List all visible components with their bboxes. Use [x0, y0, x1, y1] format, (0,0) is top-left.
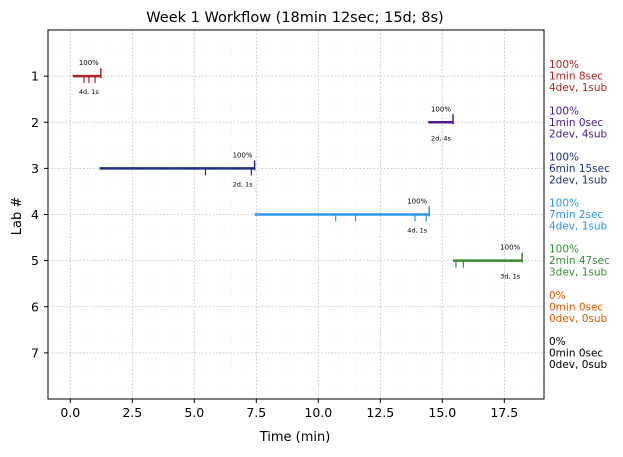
lab-1-summary-line: 4dev, 1sub: [549, 82, 608, 94]
y-tick-label: 6: [31, 299, 39, 314]
lab-5-summary-line: 100%: [549, 244, 579, 256]
y-tick-label: 1: [31, 69, 39, 84]
y-tick-label: 2: [31, 115, 39, 130]
lab-5-summary-line: 2min 47sec: [549, 255, 610, 267]
lab-2-summary-line: 100%: [549, 105, 579, 117]
lab-4-count-label: 4d, 1s: [407, 227, 428, 235]
x-tick-label: 17.5: [490, 405, 518, 420]
lab-3-pct-label: 100%: [233, 151, 253, 159]
x-axis-label: Time (min): [259, 430, 331, 445]
y-tick-label: 7: [31, 345, 39, 360]
x-tick-label: 10.0: [304, 405, 332, 420]
lab-2-count-label: 2d, 4s: [431, 134, 452, 142]
x-tick-label: 2.5: [122, 405, 142, 420]
y-tick-label: 4: [31, 207, 39, 222]
lab-6-summary-line: 0dev, 0sub: [549, 313, 608, 325]
lab-3-summary-line: 6min 15sec: [549, 163, 610, 175]
chart-title: Week 1 Workflow (18min 12sec; 15d; 8s): [146, 10, 443, 26]
lab-2-pct-label: 100%: [431, 105, 451, 113]
x-tick-label: 5.0: [184, 405, 204, 420]
lab-3-summary-line: 100%: [549, 151, 579, 163]
lab-7-summary-line: 0dev, 0sub: [549, 359, 608, 371]
x-tick-label: 0.0: [60, 405, 80, 420]
lab-4-pct-label: 100%: [407, 198, 427, 206]
lab-4-summary-line: 7min 2sec: [549, 209, 603, 221]
y-tick-label: 5: [31, 253, 39, 268]
lab-3-count-label: 2d, 1s: [233, 180, 254, 188]
lab-1-summary-line: 100%: [549, 59, 579, 71]
lab-1-count-label: 4d, 1s: [79, 88, 100, 96]
lab-6-summary-line: 0min 0sec: [549, 301, 603, 313]
lab-4-summary-line: 100%: [549, 198, 579, 210]
lab-5-pct-label: 100%: [500, 244, 520, 252]
lab-6-summary-line: 0%: [549, 290, 566, 302]
lab-2-summary-line: 1min 0sec: [549, 117, 603, 129]
lab-2-summary-line: 2dev, 4sub: [549, 128, 608, 140]
x-tick-label: 7.5: [246, 405, 266, 420]
lab-7-summary-line: 0min 0sec: [549, 347, 603, 359]
y-axis-label: Lab #: [10, 197, 25, 236]
y-tick-label: 3: [31, 161, 39, 176]
lab-4-summary-line: 4dev, 1sub: [549, 221, 608, 233]
lab-3-summary-line: 2dev, 1sub: [549, 174, 608, 186]
lab-7-summary-line: 0%: [549, 336, 566, 348]
x-tick-label: 12.5: [366, 405, 394, 420]
lab-5-count-label: 3d, 1s: [500, 273, 521, 281]
x-tick-label: 15.0: [428, 405, 456, 420]
lab-5-summary-line: 3dev, 1sub: [549, 267, 608, 279]
lab-1-summary-line: 1min 8sec: [549, 71, 603, 83]
lab-1-pct-label: 100%: [79, 59, 99, 67]
